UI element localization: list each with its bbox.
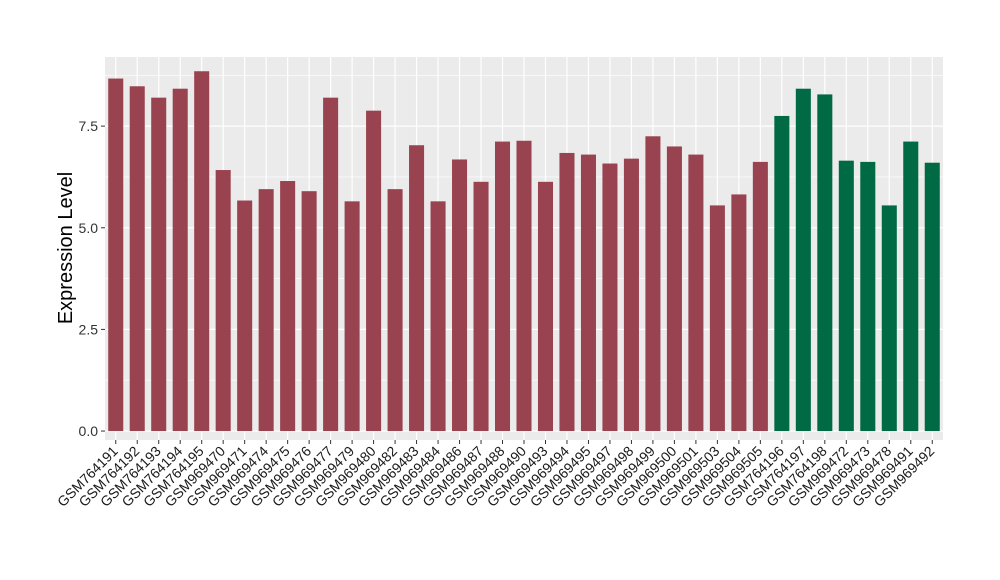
bar-GSM969483 [409,145,425,432]
bar-GSM764196 [774,115,790,432]
bar-GSM969494 [559,152,575,432]
bar-GSM969476 [301,191,317,432]
bar-GSM764192 [129,86,145,432]
bar-GSM969505 [752,161,768,432]
bar-GSM969470 [215,170,231,432]
bar-GSM764194 [172,88,188,432]
bar-GSM969501 [688,154,704,432]
bar-GSM764191 [108,78,124,432]
bar-GSM969475 [280,181,296,432]
bar-GSM969479 [344,201,360,432]
bar-GSM969486 [452,159,468,432]
bar-GSM969472 [838,160,854,432]
bar-GSM969493 [537,181,554,432]
bar-GSM969495 [580,154,596,432]
x-axis: GSM764191GSM764192GSM764193GSM764194GSM7… [54,440,938,510]
bar-GSM969498 [623,158,639,432]
bar-GSM969488 [494,141,511,432]
bar-GSM969499 [645,136,661,432]
bar-GSM969490 [516,140,532,432]
y-tick-label: 2.5 [79,321,99,337]
bar-GSM969492 [924,162,940,432]
bar-GSM969482 [387,189,403,432]
y-axis: 0.0 2.5 5.0 7.5 [79,118,105,439]
bars [108,71,940,432]
y-tick-label: 5.0 [79,220,99,236]
bar-GSM969480 [366,110,382,432]
bar-GSM969478 [881,205,897,432]
y-axis-title: Expression Level [55,172,77,324]
bar-GSM969471 [237,200,253,432]
bar-GSM969500 [666,146,682,432]
bar-GSM969473 [860,161,876,432]
bar-GSM969477 [323,97,339,432]
bar-GSM764198 [817,94,833,432]
bar-GSM764193 [151,97,167,432]
bar-GSM969503 [709,205,725,432]
bar-GSM969487 [473,181,489,432]
bar-GSM969491 [903,141,919,432]
y-tick-label: 0.0 [79,423,99,439]
bar-GSM969497 [602,163,618,432]
bar-GSM764195 [194,71,210,432]
bar-GSM764197 [795,88,811,432]
bar-GSM969484 [430,201,446,432]
y-tick-label: 7.5 [79,118,99,134]
bar-GSM969474 [258,189,274,432]
bar-GSM969504 [731,194,747,432]
